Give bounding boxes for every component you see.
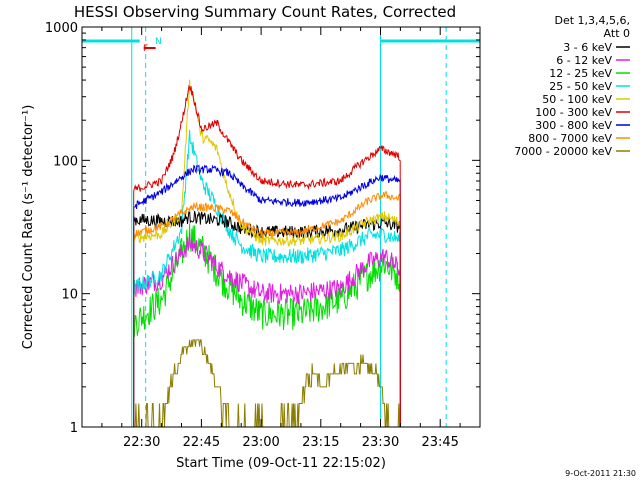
chart-title: HESSI Observing Summary Count Rates, Cor… <box>74 3 456 21</box>
x-tick-label-6: 23:45 <box>421 435 458 450</box>
plot-frame <box>81 26 481 428</box>
flag-f-label: F <box>143 44 148 54</box>
x-tick-label-5: 23:30 <box>362 435 399 450</box>
x-axis: 22:30 22:45 23:00 23:15 23:30 23:45 <box>101 27 461 450</box>
y-tick-label-4: 1000 <box>45 21 78 36</box>
x-tick-label-2: 22:45 <box>183 435 220 450</box>
x-tick-label-4: 23:15 <box>302 435 339 450</box>
legend-label-1: 3 - 6 keV <box>563 41 612 54</box>
legend-label-4: 25 - 50 keV <box>549 80 612 93</box>
series-line-8 <box>133 190 401 428</box>
legend-label-7: 300 - 800 keV <box>535 119 612 132</box>
y-axis-label: Corrected Count Rate (s⁻¹ detector⁻¹) <box>21 105 36 350</box>
legend-label-6: 100 - 300 keV <box>535 106 612 119</box>
x-tick-label-3: 23:00 <box>242 435 279 450</box>
y-axis: 1 10 100 1000 <box>45 21 480 436</box>
legend-label-2: 6 - 12 keV <box>556 54 612 67</box>
legend-header-line-2: Att 0 <box>604 27 630 40</box>
legend-header-line-1: Det 1,3,4,5,6, <box>554 14 630 27</box>
y-tick-label-1: 1 <box>70 421 78 436</box>
legend-label-9: 7000 - 20000 keV <box>514 145 612 158</box>
x-axis-label: Start Time (09-Oct-11 22:15:02) <box>176 456 386 471</box>
flag-n-label: N <box>155 37 162 47</box>
series-line-4 <box>133 129 401 428</box>
legend-label-3: 12 - 25 keV <box>549 67 612 80</box>
y-tick-label-3: 100 <box>53 154 78 169</box>
series-line-9 <box>133 339 401 428</box>
series-line-5 <box>133 79 401 428</box>
series-line-2 <box>133 232 401 428</box>
legend-label-8: 800 - 7000 keV <box>528 132 612 145</box>
series-line-3 <box>133 223 401 428</box>
series-line-7 <box>133 164 401 428</box>
legend-label-5: 50 - 100 keV <box>542 93 612 106</box>
x-tick-label-1: 22:30 <box>123 435 160 450</box>
footer-date: 9-Oct-2011 21:30 <box>565 469 636 478</box>
plot-area <box>82 27 480 428</box>
y-tick-label-2: 10 <box>61 288 78 303</box>
series-line-6 <box>133 84 401 428</box>
